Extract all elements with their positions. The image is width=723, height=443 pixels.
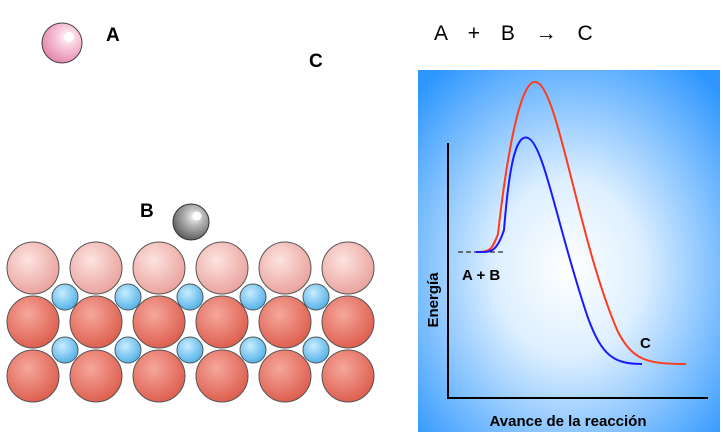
x-axis-label: Avance de la reacción: [489, 413, 646, 430]
plot-background: [418, 70, 720, 432]
uncatalyzed-energy-curve: [475, 81, 687, 365]
surface-middle-row: [6, 295, 375, 349]
surface-top-row: [6, 241, 375, 295]
reaction-equation: A + B → C: [434, 22, 593, 46]
molecule-b-atom: [172, 203, 210, 241]
surface-bottom-row: [6, 349, 375, 403]
equation-reactant-b: B: [500, 22, 516, 45]
reactants-level-label: A + B: [462, 267, 500, 284]
molecule-a-atom: [41, 22, 83, 64]
y-axis-label: Energía: [425, 272, 442, 328]
energy-profile-plot: A + B C Avance de la reacción Energía: [418, 70, 720, 432]
catalyzed-energy-curve: [475, 136, 643, 365]
molecule-b-label: B: [140, 201, 154, 222]
catalyst-scene: [6, 22, 375, 403]
equation-plus: +: [467, 22, 481, 45]
molecule-a-label: A: [106, 25, 120, 46]
equation-reactant-a: A: [434, 22, 448, 45]
equation-arrow: →: [535, 22, 558, 45]
equation-product: C: [577, 22, 594, 45]
product-c-label: C: [309, 51, 323, 72]
product-level-label: C: [640, 335, 651, 352]
surface-small-atoms: [51, 283, 330, 364]
